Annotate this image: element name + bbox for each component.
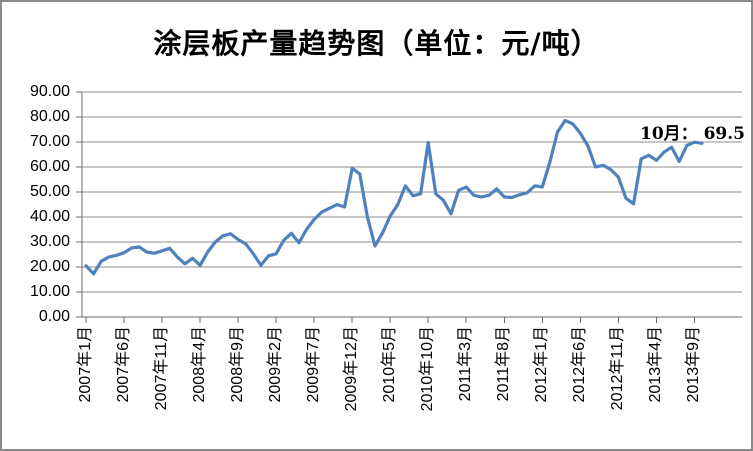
x-axis-label: 2011年8月	[495, 326, 513, 402]
x-axis-label: 2010年5月	[381, 326, 399, 403]
x-axis-label: 2008年9月	[229, 326, 247, 403]
y-axis-label: 70.00	[29, 133, 70, 150]
y-axis-label: 10.00	[29, 283, 70, 300]
data-point-annotation: 10月： 69.5	[640, 124, 745, 144]
y-axis-label: 0.00	[38, 308, 70, 325]
x-axis-label: 2011年3月	[457, 326, 475, 402]
y-axis-label: 90.00	[29, 83, 70, 100]
x-axis-label: 2008年4月	[191, 326, 209, 403]
x-axis-label: 2009年2月	[267, 326, 285, 403]
y-axis-label: 50.00	[29, 183, 70, 200]
x-axis-label: 2013年4月	[647, 326, 665, 403]
x-axis-label: 2013年9月	[685, 326, 703, 403]
x-axis-label: 2007年6月	[115, 326, 133, 403]
x-axis-label: 2009年12月	[343, 326, 361, 412]
x-axis-label: 2010年10月	[419, 326, 437, 412]
y-axis-label: 80.00	[29, 108, 70, 125]
y-axis-label: 30.00	[29, 233, 70, 250]
x-axis-label: 2012年1月	[533, 326, 551, 403]
x-axis-label: 2012年11月	[609, 326, 627, 411]
x-axis-label: 2007年1月	[77, 326, 94, 403]
trend-line	[84, 118, 704, 276]
y-axis-label: 20.00	[29, 258, 70, 275]
x-axis-label: 2012年6月	[571, 326, 589, 403]
x-axis-label: 2007年11月	[153, 326, 171, 411]
y-axis-label: 40.00	[29, 208, 70, 225]
x-axis-label: 2009年7月	[305, 326, 323, 403]
y-axis-label: 60.00	[29, 158, 70, 175]
chart-title: 涂层板产量趋势图（单位：元/吨）	[153, 27, 600, 60]
